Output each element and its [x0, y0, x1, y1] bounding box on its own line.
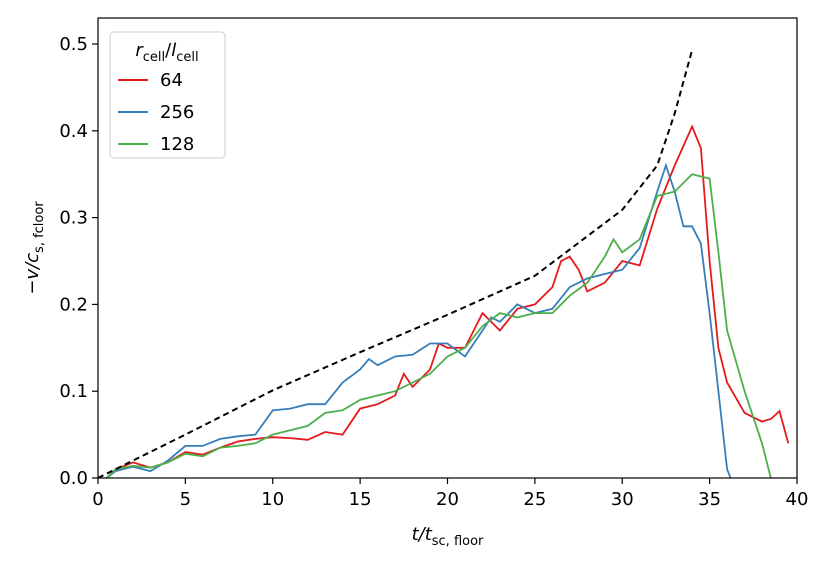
y-tick-label: 0.3: [59, 208, 88, 229]
label-part: −: [22, 280, 43, 295]
series-line: [106, 162, 732, 478]
x-tick-label: 35: [698, 489, 721, 510]
series-line: [106, 173, 772, 478]
label-part: /: [165, 40, 172, 61]
y-axis-label: −v/cs, fcloor: [22, 201, 47, 295]
x-axis-label: t/tsc, floor: [412, 524, 484, 549]
label-part: v/c: [22, 253, 43, 280]
series-line: [106, 124, 790, 478]
x-tick-label: 30: [611, 489, 634, 510]
y-tick-label: 0.2: [59, 294, 88, 315]
label-part: r: [135, 40, 144, 61]
label-part: t/t: [412, 524, 433, 545]
y-tick-label: 0.5: [59, 34, 88, 55]
legend-title: rcell/lcell: [135, 40, 198, 65]
series-line: [98, 49, 694, 478]
label-part: sc, floor: [432, 534, 484, 549]
y-tick-label: 0.4: [59, 121, 88, 142]
x-tick-label: 25: [523, 489, 546, 510]
x-tick-label: 0: [92, 489, 103, 510]
y-tick-label: 0.0: [59, 468, 88, 489]
x-tick-label: 20: [436, 489, 459, 510]
legend-label: 128: [160, 134, 194, 155]
legend-label: 64: [160, 70, 183, 91]
x-tick-label: 40: [786, 489, 809, 510]
y-tick-label: 0.1: [59, 381, 88, 402]
x-tick-label: 15: [349, 489, 372, 510]
label-part: cell: [176, 50, 198, 65]
label-part: s, fcloor: [32, 201, 47, 253]
label-part: l: [171, 40, 176, 61]
x-tick-label: 10: [261, 489, 284, 510]
x-tick-label: 5: [180, 489, 191, 510]
legend-box: [109, 31, 226, 159]
legend-label: 256: [160, 102, 194, 123]
label-part: cell: [143, 50, 165, 65]
